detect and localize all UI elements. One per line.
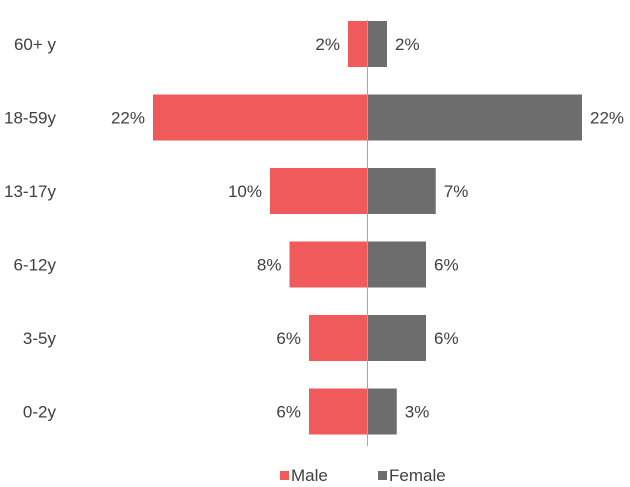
category-label-60-y: 60+ y [14,35,57,54]
category-label-18-59y: 18-59y [4,109,56,128]
bar-male-60-y [348,21,368,67]
bar-male-0-2y [309,388,368,435]
data-label-male-6-12y: 8% [257,256,282,275]
data-label-male-3-5y: 6% [276,329,301,348]
data-label-male-18-59y: 22% [111,109,145,128]
bar-female-18-59y [367,94,582,141]
bar-male-18-59y [153,94,368,141]
category-label-13-17y: 13-17y [4,182,56,201]
bar-female-13-17y [367,168,436,214]
data-label-female-6-12y: 6% [434,256,459,275]
legend: Male Female [280,466,446,485]
bar-male-3-5y [309,315,368,361]
data-label-male-60-y: 2% [315,35,340,54]
legend-label-male: Male [291,466,328,485]
bar-male-6-12y [289,241,368,288]
bar-male-13-17y [270,168,368,214]
bar-female-3-5y [367,315,426,361]
data-label-female-13-17y: 7% [444,182,469,201]
bar-female-0-2y [367,388,397,435]
legend-label-female: Female [389,466,446,485]
legend-swatch-male [280,471,289,480]
legend-swatch-female [378,471,387,480]
data-label-female-60-y: 2% [395,35,420,54]
bar-female-60-y [367,21,387,67]
category-label-3-5y: 3-5y [23,329,57,348]
category-label-6-12y: 6-12y [13,256,56,275]
labels-group: 60+ y 2% 2% 18-59y 22% 22% 13-17y 10% 7% 6-12y 8% 6… [4,35,624,422]
data-label-female-18-59y: 22% [590,109,624,128]
bar-female-6-12y [367,241,426,288]
bars-group [153,21,582,435]
category-label-0-2y: 0-2y [23,403,57,422]
data-label-male-0-2y: 6% [276,403,301,422]
data-label-male-13-17y: 10% [228,182,262,201]
data-label-female-0-2y: 3% [405,403,430,422]
data-label-female-3-5y: 6% [434,329,459,348]
